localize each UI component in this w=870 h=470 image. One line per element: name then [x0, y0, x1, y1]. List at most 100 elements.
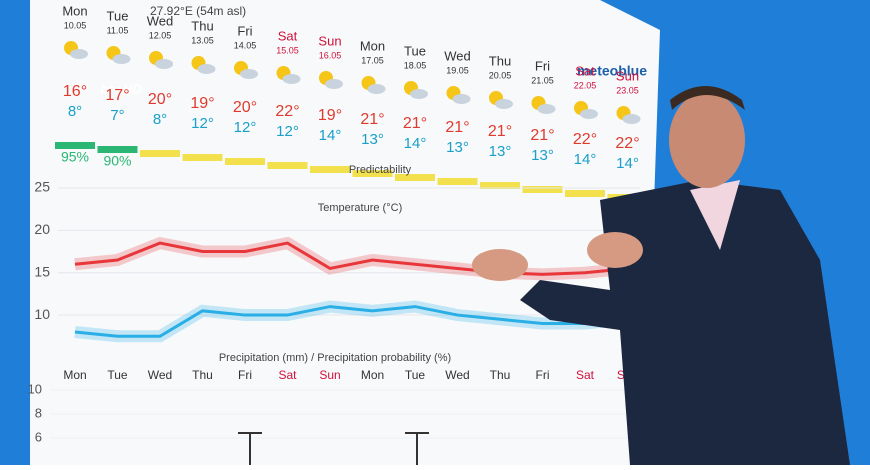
max-temp: 17° — [105, 87, 129, 104]
predictability-bar — [395, 174, 435, 181]
chart-title: Precipitation (mm) / Precipitation proba… — [219, 352, 451, 364]
min-temp: 14° — [319, 127, 342, 144]
day-name: Fri — [237, 23, 252, 38]
max-temp: 22° — [275, 103, 299, 120]
max-temp: 21° — [445, 119, 469, 136]
day-date: 15.05 — [276, 45, 299, 55]
min-temp: 8° — [153, 111, 167, 128]
day-name: Sat — [278, 28, 298, 43]
day-name: Fri — [535, 58, 550, 73]
predictability-bar — [480, 182, 520, 189]
predictability-bar — [352, 170, 393, 177]
max-temp: 21° — [403, 115, 427, 132]
min-temp: 12° — [191, 115, 214, 132]
cloud-icon — [537, 104, 556, 114]
max-temp: 19° — [318, 107, 342, 124]
cloud-icon — [282, 74, 301, 84]
predictability-bar — [97, 146, 138, 153]
min-temp: 13° — [489, 143, 512, 160]
day-name: Thu — [191, 18, 213, 33]
cloud-icon — [410, 89, 428, 99]
day-date: 20.05 — [489, 70, 512, 80]
min-temp: 8° — [68, 103, 82, 120]
day-date: 19.05 — [446, 65, 469, 75]
day-date: 23.05 — [616, 85, 639, 95]
predictability-bar — [182, 154, 223, 161]
x-day-label: Sat — [576, 368, 595, 382]
cloud-icon — [622, 114, 641, 124]
hand — [472, 249, 528, 281]
predictability-value: 95% — [61, 149, 89, 165]
x-day-label: Mon — [63, 368, 86, 382]
y-tick-label: 20 — [34, 221, 50, 237]
min-temp: 12° — [276, 123, 299, 140]
hand — [587, 232, 643, 268]
max-temp: 21° — [530, 127, 554, 144]
max-temp: 21° — [488, 123, 512, 140]
forecast-screen — [30, 0, 660, 465]
day-name: Thu — [489, 53, 511, 68]
day-date: 11.05 — [107, 25, 129, 35]
predictability-bar — [55, 142, 95, 149]
head — [669, 92, 745, 188]
shirt — [690, 180, 740, 250]
predictability-bar — [437, 178, 478, 185]
channel-logo: btv HD — [100, 81, 143, 96]
cloud-icon — [70, 49, 88, 59]
min-temp: 13° — [446, 139, 469, 156]
min-temp: 14° — [574, 151, 597, 168]
y-tick-label: 8 — [35, 405, 42, 420]
predictability-value: 90% — [103, 153, 131, 169]
day-date: 13.05 — [191, 35, 214, 45]
temperature-line — [74, 305, 628, 338]
min-temp: 7° — [110, 107, 124, 124]
day-date: 17.05 — [361, 55, 384, 65]
day-name: Mon — [62, 3, 87, 18]
cloud-icon — [580, 109, 598, 119]
cloud-icon — [452, 94, 471, 104]
min-temp: 12° — [234, 119, 257, 136]
cloud-icon — [325, 79, 343, 89]
y-tick-label: 10 — [28, 381, 42, 396]
predictability-bar — [310, 166, 350, 173]
presenter — [472, 86, 850, 465]
y-tick-label: 10 — [34, 306, 50, 322]
day-date: 16.05 — [319, 50, 342, 60]
cloud-icon — [112, 54, 131, 64]
day-date: 22.05 — [574, 80, 597, 90]
location: 27.92°E (54m asl) — [150, 4, 246, 18]
max-temp: 20° — [148, 91, 172, 108]
day-name: Sun — [318, 33, 341, 48]
cloud-icon — [155, 59, 173, 69]
predictability-bar — [225, 158, 265, 165]
x-day-label: Sat — [278, 368, 297, 382]
max-temp: 20° — [233, 99, 257, 116]
max-temp: 21° — [360, 111, 384, 128]
cloud-icon — [197, 64, 216, 74]
predictability-title: Predictability — [349, 164, 412, 176]
x-day-label: Tue — [405, 368, 426, 382]
x-day-label: Wed — [148, 368, 172, 382]
x-day-label: Thu — [192, 368, 213, 382]
max-temp: 22° — [573, 131, 597, 148]
predictability-bar — [140, 150, 180, 157]
x-day-label: Mon — [361, 368, 384, 382]
cloud-icon — [367, 84, 386, 94]
y-tick-label: 6 — [35, 429, 42, 444]
day-date: 14.05 — [234, 40, 257, 50]
x-day-label: Wed — [445, 368, 469, 382]
brand: meteoblue — [577, 63, 647, 79]
predictability-bar — [522, 186, 563, 193]
hair — [670, 86, 745, 110]
temperature-line — [74, 241, 628, 276]
x-day-label: Thu — [490, 368, 511, 382]
max-temp: 16° — [63, 83, 87, 100]
max-temp: 22° — [615, 135, 639, 152]
min-temp: 14° — [404, 135, 427, 152]
day-date: 12.05 — [149, 30, 172, 40]
chart-title: Temperature (°C) — [318, 202, 402, 214]
x-day-label: Fri — [238, 368, 252, 382]
x-day-label: Fri — [536, 368, 550, 382]
day-name: Sat — [575, 63, 595, 78]
